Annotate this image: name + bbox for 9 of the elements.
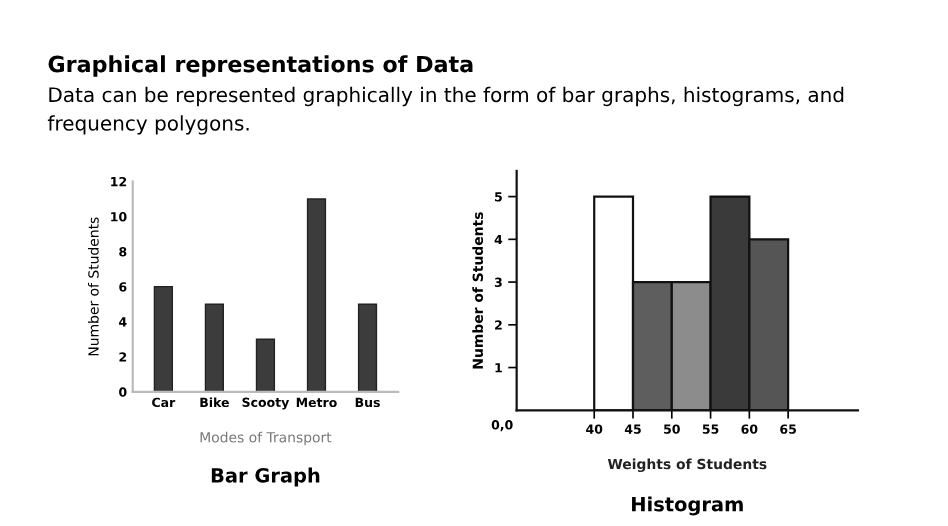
chart-title: Graphical representations of Data [48, 55, 473, 77]
text: Data can be represented graphically in the form of bar graphs, histograms, and frequency polygons. [47, 86, 844, 135]
bar [255, 338, 276, 392]
text: Histogram [632, 496, 743, 516]
bar [204, 303, 225, 392]
bar [357, 303, 378, 392]
text: Bar Graph [211, 467, 320, 487]
bar [153, 285, 173, 392]
bar [306, 198, 327, 392]
